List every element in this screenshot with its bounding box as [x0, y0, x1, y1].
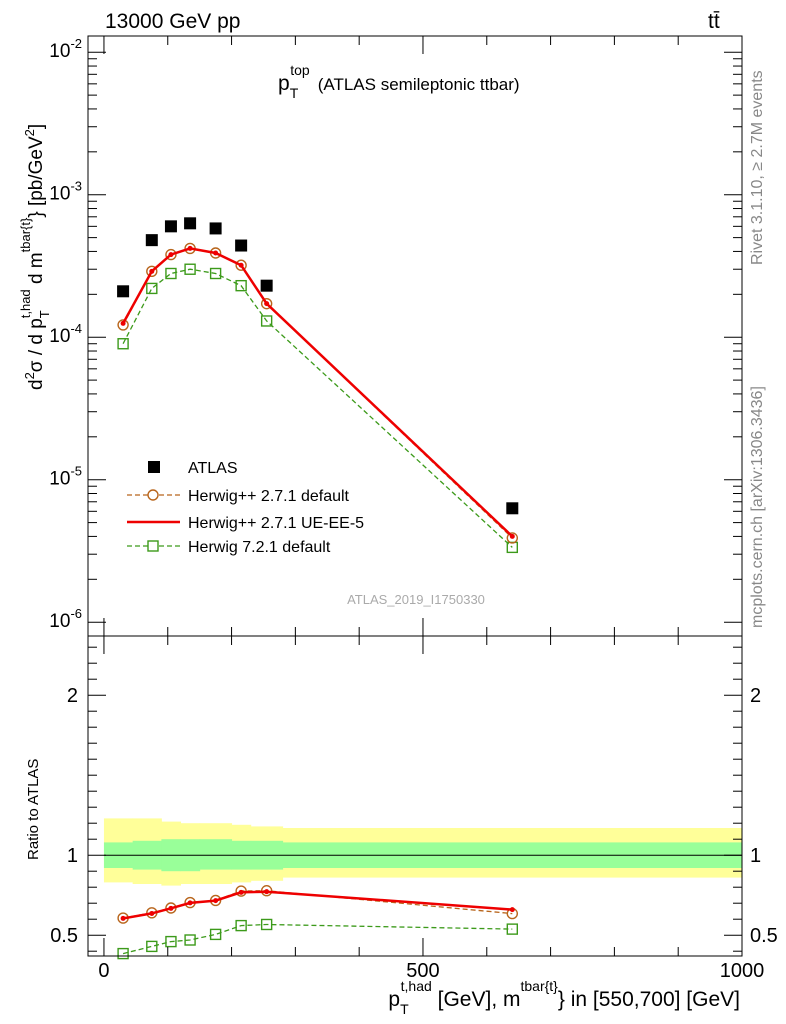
- series-dot-marker: [120, 915, 126, 921]
- upper-frame: [87, 35, 743, 637]
- series-dot-marker: [187, 245, 193, 251]
- y-tick-label: 10-5: [49, 464, 82, 490]
- atlas-data-point: [184, 217, 197, 230]
- series-square-marker: [235, 279, 247, 292]
- lower-panel: 0.5 0.5 1 1 2 2 0 500 1000 Ratio to ATLAS pTt,ha…: [25, 635, 778, 1017]
- y-tick-label: 2: [67, 685, 78, 707]
- lower-axes: 0.5 0.5 1 1 2 2 0 500 1000: [50, 636, 778, 982]
- legend-label: Herwig++ 2.7.1 UE-EE-5: [188, 515, 364, 532]
- series-circle-marker: [165, 248, 177, 261]
- lower-bands: [103, 818, 743, 886]
- series-line: [122, 247, 514, 538]
- y-tick-label: 1: [67, 845, 78, 867]
- y-tick-label: 10-3: [49, 179, 82, 205]
- legend: ATLAS Herwig++ 2.7.1 default Herwig++ 2.7.…: [127, 460, 364, 556]
- series-square-marker: [117, 947, 129, 960]
- analysis-id: ATLAS_2019_I1750330: [347, 592, 485, 607]
- series-dot-marker: [149, 268, 155, 274]
- series-circle-marker: [146, 265, 158, 278]
- upper-title: pTtop(ATLAS semileptonic ttbar): [278, 62, 520, 101]
- upper-panel: 10-6 10-5 10-4 10-3 10-2 pTtop(ATLAS semilep…: [18, 35, 743, 637]
- x-tick-label: 500: [406, 960, 439, 982]
- series-circle-marker: [117, 319, 129, 331]
- legend-swatch-circle: [147, 489, 159, 501]
- series-square-marker: [117, 338, 129, 350]
- y-tick-label-right: 1: [750, 845, 761, 867]
- series-square-marker: [184, 934, 196, 946]
- series-square-marker: [165, 267, 177, 280]
- series-square-marker: [209, 928, 222, 941]
- upper-ylabel: d2σ / d pTt,had d mtbar{t}} [pb/GeV2]: [18, 124, 52, 390]
- atlas-data-point: [506, 502, 519, 515]
- series-circle-marker: [506, 532, 519, 544]
- series-dot-marker: [149, 910, 155, 916]
- x-axis-label: pTt,had [GeV], mtbar{t}} in [550,700] [G…: [388, 978, 740, 1017]
- energy-label: 13000 GeV pp: [105, 10, 240, 33]
- y-tick-label: 10-4: [49, 321, 82, 347]
- legend-label: ATLAS: [188, 460, 238, 477]
- lower-frame: [87, 635, 743, 957]
- legend-label: Herwig 7.2.1 default: [188, 539, 331, 556]
- series-square-marker: [260, 918, 273, 931]
- atlas-data-point: [145, 234, 158, 247]
- series-dot-marker: [187, 900, 193, 906]
- lower-ylabel: Ratio to ATLAS: [25, 759, 42, 860]
- series-square-marker: [184, 263, 196, 275]
- legend-swatch-atlas: [148, 461, 160, 473]
- series-square-marker: [506, 923, 519, 935]
- legend-swatch-square: [147, 540, 159, 552]
- y-tick-label: 10-2: [49, 36, 82, 62]
- y-tick-label-right: 0.5: [750, 925, 778, 947]
- y-tick-label: 0.5: [50, 925, 78, 947]
- series-line: [122, 923, 513, 955]
- atlas-data-point: [260, 279, 273, 292]
- x-tick-label: 1000: [720, 960, 765, 982]
- series-square-marker: [209, 267, 222, 280]
- legend-label: Herwig++ 2.7.1 default: [188, 488, 350, 505]
- series-circle-marker: [235, 259, 247, 271]
- series-dot-marker: [238, 262, 244, 268]
- atlas-data-point: [117, 285, 130, 298]
- atlas-data-point: [164, 220, 177, 233]
- y-tick-label: 10-6: [49, 606, 82, 632]
- lower-marks: [117, 885, 519, 960]
- y-tick-label-right: 2: [750, 685, 761, 707]
- atlas-data-point: [235, 239, 248, 252]
- series-dot-marker: [120, 320, 126, 326]
- series-dot-marker: [509, 533, 515, 539]
- rivet-label: Rivet 3.1.10, ≥ 2.7M events: [749, 70, 766, 265]
- uncertainty-band-inner: [199, 839, 233, 870]
- x-tick-label: 0: [98, 960, 109, 982]
- series-dot-marker: [264, 889, 270, 895]
- upper-axes: 10-6 10-5 10-4 10-3 10-2: [49, 36, 743, 636]
- series-square-marker: [235, 919, 247, 932]
- series-square-marker: [260, 315, 273, 327]
- series-square-marker: [146, 940, 158, 953]
- series-dot-marker: [213, 898, 219, 904]
- mcplots-label: mcplots.cern.ch [arXiv:1306.3436]: [749, 386, 766, 628]
- series-circle-marker: [260, 297, 273, 310]
- series-dot-marker: [509, 907, 515, 913]
- series-square-marker: [146, 282, 158, 295]
- atlas-data-point: [209, 222, 222, 235]
- upper-marks: [117, 217, 519, 554]
- series-dot-marker: [238, 889, 244, 895]
- series-dot-marker: [213, 250, 219, 256]
- series-dot-marker: [264, 301, 270, 307]
- series-line: [122, 890, 513, 920]
- series-dot-marker: [168, 252, 174, 258]
- process-label: tt̄: [708, 10, 720, 33]
- series-line: [122, 268, 513, 548]
- series-square-marker: [165, 935, 177, 948]
- series-dot-marker: [168, 905, 174, 911]
